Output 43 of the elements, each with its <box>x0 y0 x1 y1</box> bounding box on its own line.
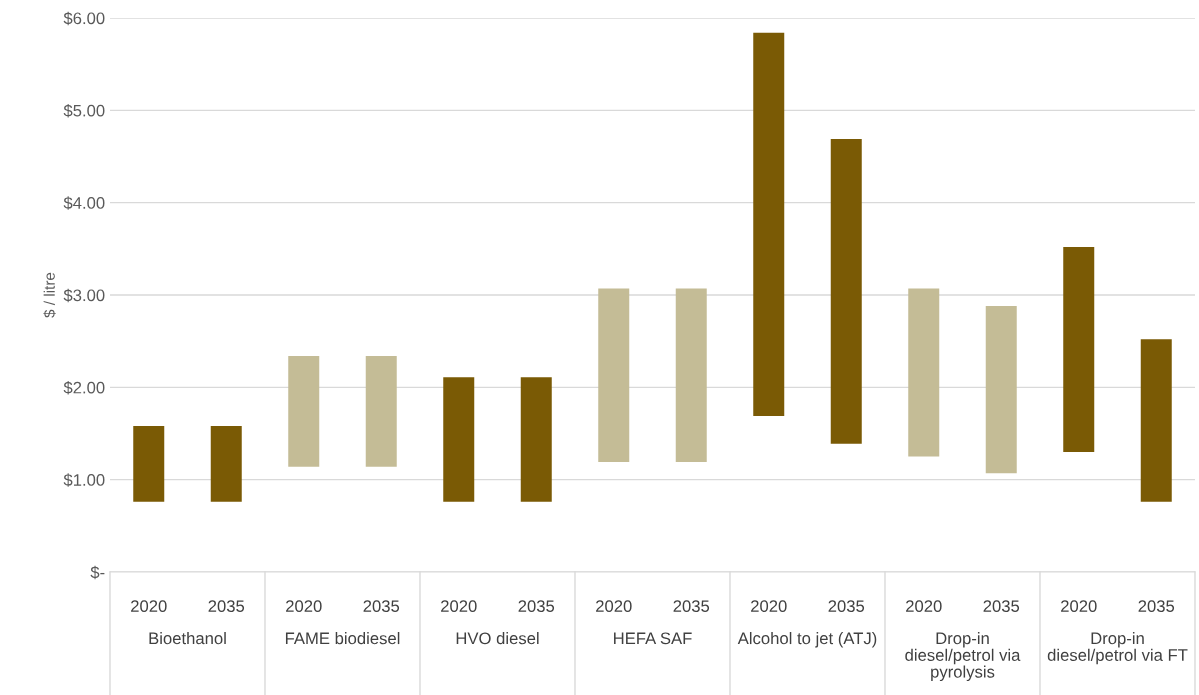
x-tick-label: 2020 <box>906 600 942 613</box>
bar <box>520 377 552 502</box>
x-tick-label: 2035 <box>1138 600 1175 613</box>
x-tick-label: 2035 <box>363 600 400 613</box>
bar <box>210 426 242 502</box>
bar <box>133 426 165 502</box>
bar <box>598 288 630 463</box>
bar <box>985 306 1017 474</box>
x-tick-label: 2035 <box>983 600 1020 613</box>
bar <box>288 355 320 467</box>
bar <box>830 138 862 444</box>
text: FAME biodiesel <box>285 632 400 645</box>
text: HVO diesel <box>456 632 539 645</box>
bar <box>753 32 785 416</box>
y-tick-label: $1.00 <box>63 473 105 487</box>
bar <box>675 288 707 463</box>
y-tick-label: $4.00 <box>63 196 105 210</box>
bar <box>908 288 940 457</box>
x-tick-label: 2035 <box>828 600 865 613</box>
bar <box>365 355 397 467</box>
x-tick-label: 2020 <box>751 600 787 613</box>
bar <box>1063 246 1095 452</box>
x-tick-label: 2020 <box>131 600 167 613</box>
x-tick-label: 2035 <box>673 600 710 613</box>
y-tick-label: $2.00 <box>63 381 105 395</box>
text: Drop-in diesel/petrol via FT <box>1047 632 1188 665</box>
bar <box>1140 339 1172 502</box>
y-tick-label: $3.00 <box>63 288 105 303</box>
bar <box>443 377 475 502</box>
x-tick-label: 2020 <box>1061 600 1097 613</box>
y-axis-title: $ / litre <box>43 272 56 318</box>
x-tick-label: 2020 <box>596 600 632 613</box>
y-tick-label: $6.00 <box>63 11 105 26</box>
x-tick-label: 2020 <box>286 600 322 613</box>
text: Bioethanol <box>149 632 226 645</box>
text: HEFA SAF <box>614 632 692 645</box>
x-tick-label: 2035 <box>208 600 245 613</box>
y-tick-label: $5.00 <box>63 104 105 118</box>
x-tick-label: 2035 <box>518 600 555 613</box>
text: Alcohol to jet (ATJ) <box>737 632 877 648</box>
text: Drop-in diesel/petrol via pyrolysis <box>905 632 1021 682</box>
x-tick-label: 2020 <box>441 600 477 613</box>
y-tick-label: $- <box>90 565 105 580</box>
